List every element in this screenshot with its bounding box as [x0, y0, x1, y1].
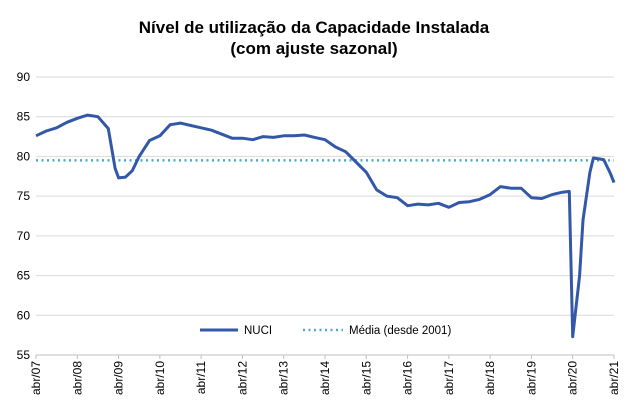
- x-tick-label: abr/09: [112, 361, 126, 395]
- y-tick-label: 60: [17, 308, 31, 322]
- x-tick-label: abr/21: [607, 361, 621, 395]
- y-tick-label: 65: [17, 269, 31, 283]
- y-tick-label: 75: [17, 189, 31, 203]
- gridlines: [36, 76, 614, 356]
- x-tick-label: abr/10: [153, 361, 167, 395]
- y-tick-label: 80: [17, 149, 31, 163]
- y-axis-ticks: 55 60 65 70 75 80 85 90: [17, 70, 31, 362]
- x-tick-label: abr/08: [70, 361, 84, 395]
- chart-subtitle: (com ajuste sazonal): [230, 39, 397, 58]
- x-tick-label: abr/14: [318, 361, 332, 395]
- series-nuci-line: [35, 113, 616, 339]
- legend: NUCI Média (desde 2001): [200, 325, 451, 337]
- x-tick-label: abr/07: [29, 361, 43, 395]
- x-tick-label: abr/15: [359, 361, 373, 395]
- x-tick-label: abr/20: [566, 361, 580, 395]
- x-tick-label: abr/18: [483, 361, 497, 395]
- legend-nuci-label: NUCI: [244, 325, 272, 337]
- y-tick-label: 70: [17, 229, 31, 243]
- x-tick-label: abr/17: [442, 361, 456, 395]
- y-tick-label: 90: [17, 70, 31, 84]
- y-tick-label: 85: [17, 110, 31, 124]
- y-tick-label: 55: [17, 348, 31, 362]
- chart-title: Nível de utilização da Capacidade Instal…: [139, 18, 490, 37]
- x-tick-label: abr/13: [277, 361, 291, 395]
- x-tick-label: abr/19: [524, 361, 538, 395]
- legend-media-label: Média (desde 2001): [349, 325, 451, 337]
- series-group: [35, 113, 616, 339]
- x-tick-label: abr/16: [401, 361, 415, 395]
- x-axis-ticks: abr/07 abr/08 abr/09 abr/10 abr/11 abr/12 abr/…: [29, 355, 621, 395]
- x-tick-label: abr/12: [235, 361, 249, 395]
- x-tick-label: abr/11: [194, 361, 208, 394]
